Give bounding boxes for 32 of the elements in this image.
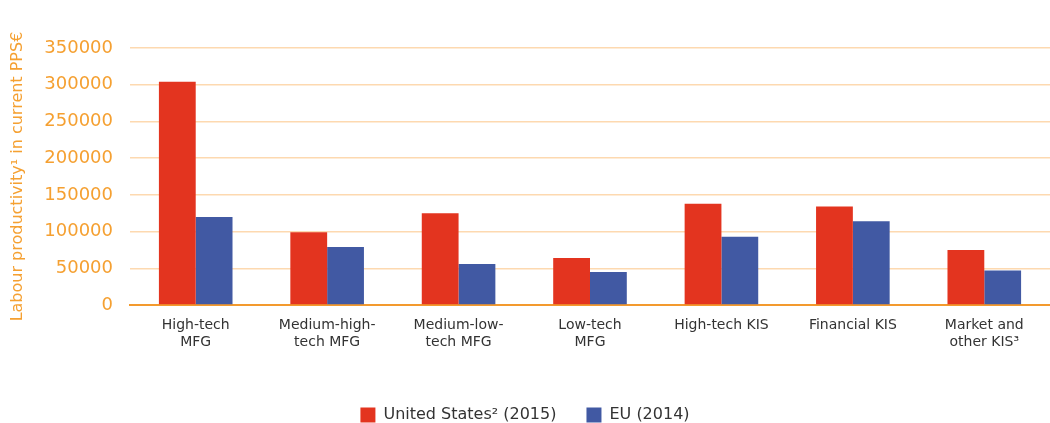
x-tick-label: Financial KIS	[808, 316, 897, 333]
y-tick-label: 350000	[44, 35, 113, 57]
bar	[290, 232, 328, 305]
bar	[984, 270, 1022, 305]
legend-label: EU (2014)	[609, 404, 690, 423]
x-tick-label: Low-tech MFG	[558, 316, 622, 349]
x-tick-label: High-tech KIS	[674, 316, 769, 333]
y-tick-label: 0	[101, 292, 113, 314]
y-axis-title: Labour productivity¹ in current PPS€	[6, 31, 26, 322]
bar	[947, 249, 985, 305]
bar	[458, 263, 496, 305]
bar	[158, 81, 196, 305]
bar	[852, 221, 890, 305]
bar	[553, 258, 590, 305]
x-tick-label: Market and other KIS³	[944, 316, 1024, 349]
bar	[721, 236, 759, 305]
bar	[816, 206, 853, 305]
legend-label: United States² (2015)	[383, 404, 557, 423]
bar	[195, 216, 233, 305]
bar	[590, 271, 627, 305]
y-tick-label: 200000	[44, 145, 113, 167]
y-tick-label: 100000	[44, 219, 113, 241]
y-tick-label: 250000	[44, 109, 113, 131]
y-tick-label: 150000	[44, 182, 113, 204]
bar	[327, 246, 364, 305]
x-tick-label: Medium-high- tech MFG	[278, 316, 376, 349]
x-tick-label: Medium-low- tech MFG	[413, 316, 504, 349]
bar	[684, 203, 722, 305]
y-tick-label: 300000	[44, 72, 113, 94]
bar	[421, 213, 459, 305]
y-tick-label: 50000	[55, 255, 113, 277]
x-tick-label: High-tech MFG	[161, 316, 230, 349]
